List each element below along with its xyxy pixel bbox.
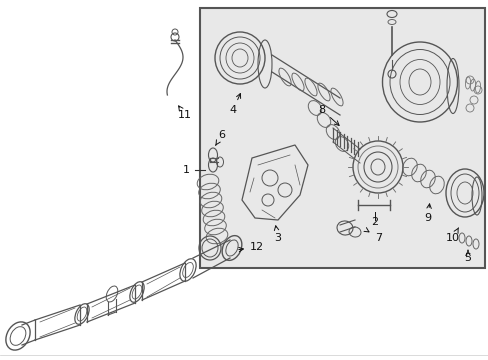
Text: 12: 12	[238, 242, 264, 252]
Text: 3: 3	[274, 226, 281, 243]
Text: 11: 11	[178, 106, 192, 120]
Text: 4: 4	[229, 94, 240, 115]
Text: 1: 1	[183, 165, 190, 175]
Text: 10: 10	[445, 228, 459, 243]
Text: 5: 5	[464, 250, 470, 263]
Text: 9: 9	[424, 204, 431, 223]
Bar	[200, 8, 484, 268]
Text: 8: 8	[318, 105, 339, 125]
Text: 7: 7	[363, 228, 381, 243]
Text: 2: 2	[371, 217, 378, 227]
Text: 6: 6	[215, 130, 225, 145]
